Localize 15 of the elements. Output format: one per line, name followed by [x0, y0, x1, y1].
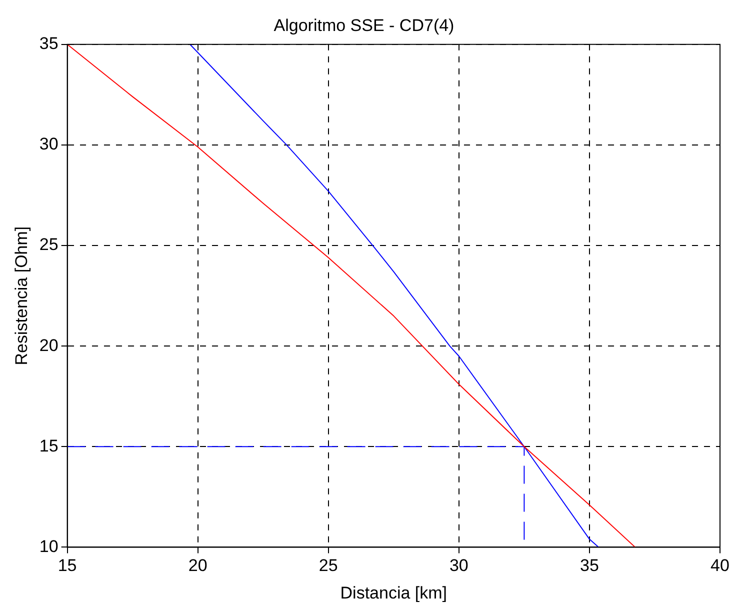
y-tick-label: 35	[39, 34, 58, 54]
chart-title: Algoritmo SSE - CD7(4)	[274, 16, 454, 35]
x-tick-label: 40	[710, 556, 730, 576]
y-tick-label: 15	[39, 436, 58, 456]
x-tick-label: 25	[318, 556, 338, 576]
y-axis-title: Resistencia [Ohm]	[12, 226, 31, 366]
x-tick-label: 35	[580, 556, 599, 576]
x-axis-title: Distancia [km]	[340, 583, 448, 602]
y-tick-label: 10	[39, 536, 58, 556]
y-tick-label: 20	[39, 336, 58, 355]
y-tick-label: 25	[39, 235, 58, 254]
x-tick-label: 15	[58, 556, 77, 576]
y-tick-label: 30	[39, 134, 58, 154]
x-tick-label: 20	[188, 556, 208, 576]
x-tick-label: 30	[449, 556, 468, 576]
